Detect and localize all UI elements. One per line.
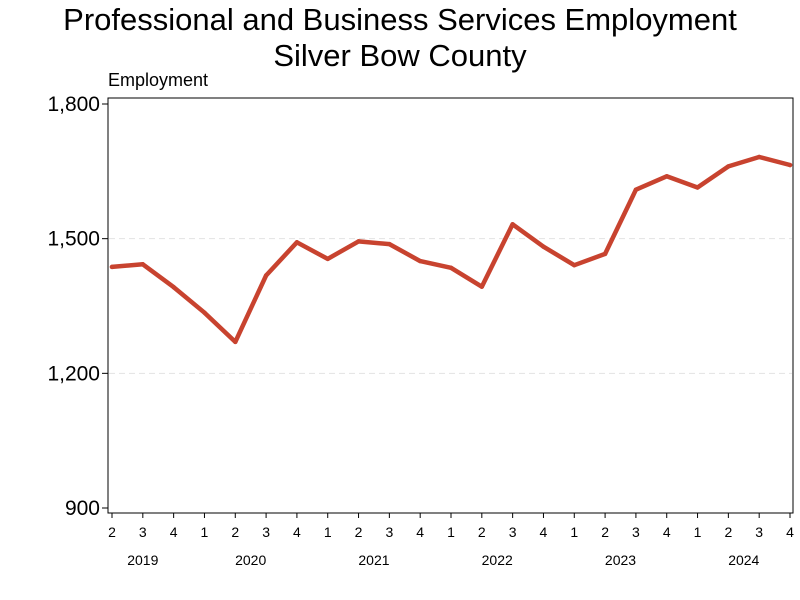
x-tick-label: 4 — [170, 524, 178, 540]
data-point — [510, 222, 515, 227]
chart-title-block: Professional and Business Services Emplo… — [0, 2, 800, 74]
series-layer — [109, 154, 793, 345]
x-tick-label: 2 — [478, 524, 486, 540]
year-label: 2020 — [235, 552, 266, 568]
data-point — [479, 284, 485, 289]
x-axis: 2 3 4 1 2 3 4 1 2 3 4 1 2 3 4 1 2 3 4 1 2 3 4 — [108, 513, 794, 540]
x-tick-label: 3 — [632, 524, 640, 540]
year-label: 2024 — [728, 552, 759, 568]
x-tick-label: 3 — [139, 524, 147, 540]
x-tick-label: 4 — [540, 524, 548, 540]
year-labels: 2019 2020 2021 2022 2023 2024 — [127, 552, 759, 568]
data-point — [387, 241, 392, 247]
series-line — [109, 154, 793, 345]
x-tick-label: 4 — [663, 524, 671, 540]
x-tick-label: 2 — [355, 524, 363, 540]
x-tick-label: 1 — [324, 524, 332, 540]
y-axis: 900 1,200 1,500 1,800 — [47, 93, 108, 520]
year-label: 2021 — [358, 552, 389, 568]
grid-lines — [109, 238, 792, 374]
year-label: 2023 — [605, 552, 636, 568]
x-tick-label: 3 — [755, 524, 763, 540]
x-tick-label: 2 — [231, 524, 239, 540]
plot-frame — [107, 97, 794, 514]
data-point — [695, 185, 700, 190]
data-point — [787, 162, 793, 168]
x-tick-label: 3 — [262, 524, 270, 540]
data-point — [233, 339, 238, 345]
data-point — [602, 251, 608, 257]
data-point — [726, 164, 731, 169]
data-point — [171, 284, 176, 290]
data-point — [448, 265, 454, 271]
data-point — [633, 187, 639, 192]
x-tick-label: 4 — [786, 524, 794, 540]
x-tick-label: 1 — [447, 524, 455, 540]
y-axis-label: Employment — [108, 70, 208, 90]
data-point — [541, 244, 546, 249]
data-point — [325, 256, 330, 262]
data-point — [356, 239, 361, 244]
data-point — [202, 310, 207, 315]
data-point — [664, 174, 669, 179]
chart-subtitle: Silver Bow County — [273, 38, 527, 73]
x-tick-label: 4 — [416, 524, 424, 540]
y-tick-label: 1,500 — [47, 228, 100, 251]
x-tick-label: 1 — [570, 524, 578, 540]
y-tick-label: 1,200 — [47, 362, 100, 385]
x-tick-label: 1 — [201, 524, 209, 540]
data-point — [294, 240, 300, 245]
data-point — [263, 273, 269, 278]
chart-title: Professional and Business Services Emplo… — [63, 2, 737, 37]
x-tick-label: 2 — [601, 524, 609, 540]
x-tick-label: 4 — [293, 524, 301, 540]
data-point — [572, 262, 577, 268]
x-tick-label: 3 — [385, 524, 393, 540]
data-point — [417, 258, 423, 264]
x-tick-label: 3 — [509, 524, 517, 540]
x-tick-label: 2 — [724, 524, 732, 540]
y-tick-label: 1,800 — [47, 93, 100, 116]
x-tick-label: 2 — [108, 524, 116, 540]
year-label: 2019 — [127, 552, 158, 568]
data-point — [756, 154, 762, 160]
x-tick-label: 1 — [694, 524, 702, 540]
y-tick-label: 900 — [65, 497, 100, 520]
year-label: 2022 — [482, 552, 513, 568]
data-point — [109, 264, 115, 270]
data-point — [140, 262, 146, 267]
